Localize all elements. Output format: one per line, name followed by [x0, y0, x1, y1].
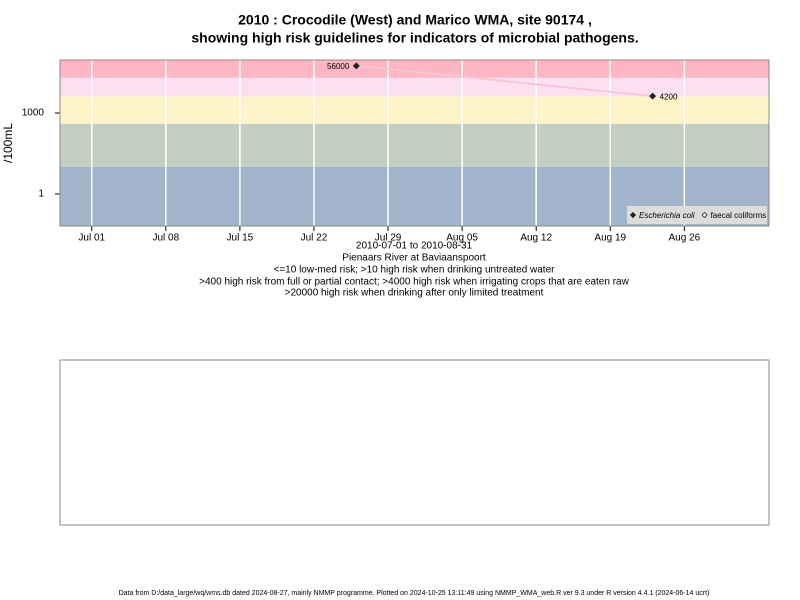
y-tick-label: 1000	[22, 108, 45, 119]
x-tick-label: Aug 19	[594, 233, 626, 244]
chart-subtitle: showing high risk guidelines for indicat…	[191, 30, 638, 46]
x-tick-label: Jul 22	[301, 233, 328, 244]
legend-marker	[629, 211, 637, 219]
series-line	[356, 64, 653, 98]
y-axis-label: /100mL	[1, 123, 15, 163]
note: <=10 low-med risk; >10 high risk when dr…	[274, 265, 556, 276]
legend-label: faecal coliforms	[711, 211, 767, 220]
x-tick-label: Jul 01	[78, 233, 105, 244]
site-name: Pienaars River at Baviaanspoort	[342, 253, 486, 264]
risk-band	[60, 60, 769, 78]
data-label: 56000	[327, 62, 350, 71]
note: >20000 high risk when drinking after onl…	[285, 288, 544, 299]
risk-band	[60, 77, 769, 97]
x-tick-label: Jul 08	[152, 233, 179, 244]
legend-box	[627, 206, 767, 224]
note: >400 high risk from full or partial cont…	[199, 277, 629, 288]
x-tick-label: Aug 26	[668, 233, 700, 244]
legend-marker	[701, 211, 708, 219]
x-axis-label: 2010-07-01 to 2010-08-31	[356, 241, 473, 252]
x-tick-label: Jul 29	[375, 233, 402, 244]
chart-title: 2010 : Crocodile (West) and Marico WMA, …	[238, 12, 592, 28]
data-point	[649, 92, 657, 100]
legend-label: Escherichia coli	[639, 211, 695, 220]
x-tick-label: Aug 12	[520, 233, 552, 244]
risk-band	[60, 123, 769, 167]
empty-panel	[59, 359, 770, 526]
x-tick-label: Aug 05	[446, 233, 478, 244]
risk-band	[60, 96, 769, 124]
x-tick-label: Jul 15	[227, 233, 254, 244]
data-point	[352, 62, 360, 70]
data-label: 4200	[660, 92, 678, 101]
footer: Data from D:/data_large/wq/wms.db dated …	[119, 590, 710, 597]
plot-frame	[59, 59, 770, 227]
y-tick-label: 1	[38, 189, 44, 200]
